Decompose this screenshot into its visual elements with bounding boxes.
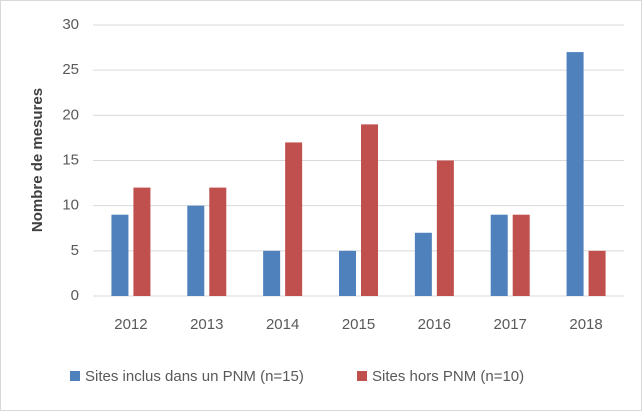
x-tick-label: 2015 [342,316,375,333]
x-tick-label: 2012 [114,316,147,333]
y-tick-label: 30 [62,16,79,33]
bar [133,187,151,296]
y-tick-label: 0 [71,287,79,304]
bar [263,250,281,296]
bar [209,187,227,296]
bar [436,160,454,296]
y-axis-label: Nombre de mesures [29,88,46,232]
legend-swatch [70,371,80,381]
bar [339,250,356,296]
legend-label: Sites inclus dans un PNM (n=15) [85,368,304,385]
bar [111,214,129,296]
y-tick-label: 20 [62,106,79,123]
legend-swatch [357,371,367,381]
x-tick-label: 2014 [266,316,299,333]
legend-label: Sites hors PNM (n=10) [372,368,524,385]
bar [414,232,432,296]
bar [512,214,530,296]
x-tick-label: 2016 [418,316,451,333]
bar [566,52,584,296]
x-tick-label: 2017 [494,316,527,333]
y-tick-label: 5 [71,242,79,259]
x-tick-label: 2018 [569,316,602,333]
bar [361,124,378,296]
y-tick-label: 15 [62,151,79,168]
bar [285,142,303,296]
bar [490,214,508,296]
bar [187,205,205,296]
y-tick-label: 10 [62,197,79,214]
y-tick-label: 25 [62,61,79,78]
bar [588,250,606,296]
x-tick-label: 2013 [190,316,223,333]
